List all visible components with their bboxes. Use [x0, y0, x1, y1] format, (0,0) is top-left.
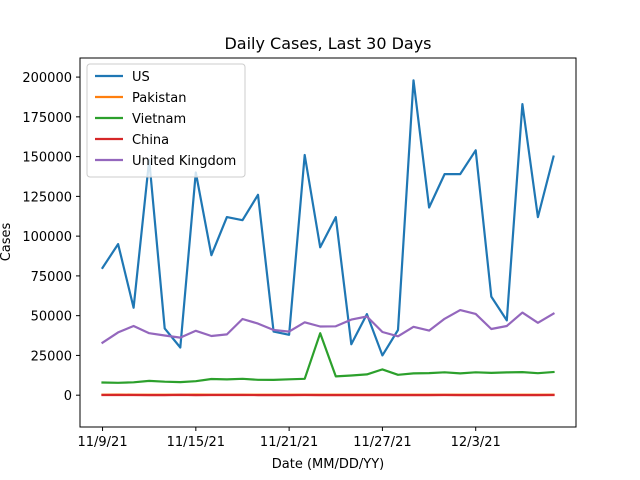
legend-label-pakistan: Pakistan: [132, 91, 186, 106]
y-tick-label: 150000: [22, 151, 72, 166]
x-tick-label: 11/15/21: [167, 435, 225, 450]
series-line-us: [100, 79, 555, 357]
legend-label-china: China: [132, 133, 169, 148]
x-tick-label: 11/21/21: [260, 435, 318, 450]
y-tick-label: 75000: [31, 270, 72, 285]
x-tick-label: 11/9/21: [77, 435, 127, 450]
y-tick-label: 125000: [22, 190, 72, 205]
plot-area: [100, 79, 556, 397]
y-tick-label: 200000: [22, 71, 72, 86]
axes: 11/9/21 11/15/21 11/21/21 11/27/21 12/3/21 0 2…: [22, 57, 577, 450]
axes-frame: [79, 57, 577, 428]
y-tick-label: 0: [64, 389, 72, 404]
legend-label-vietnam: Vietnam: [132, 112, 186, 127]
legend-label-us: US: [132, 70, 150, 85]
x-tick-label: 11/27/21: [353, 435, 411, 450]
x-axis-label: Date (MM/DD/YY): [272, 457, 384, 472]
y-tick-label: 50000: [31, 310, 72, 325]
y-tick-label: 175000: [22, 111, 72, 126]
y-tick-label: 100000: [22, 230, 72, 245]
legend-box: [86, 63, 246, 178]
legend-label-united-kingdom: United Kingdom: [132, 154, 236, 169]
series-line-united-kingdom: [100, 309, 556, 345]
chart-title: Daily Cases, Last 30 Days: [224, 34, 431, 53]
series-line-vietnam: [101, 332, 555, 384]
x-tick-label: 12/3/21: [451, 435, 501, 450]
y-tick-label: 25000: [31, 349, 72, 364]
legend: US Pakistan Vietnam China United Kingdom: [86, 63, 246, 178]
y-axis-label: Cases: [0, 222, 14, 261]
